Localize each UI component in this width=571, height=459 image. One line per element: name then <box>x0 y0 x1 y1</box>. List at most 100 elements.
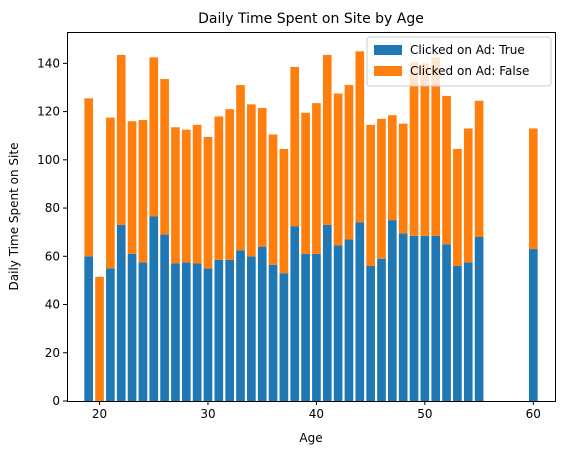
bar-true-age-60 <box>528 249 538 401</box>
bar-true-age-39 <box>301 253 310 401</box>
bar-false-age-28 <box>181 129 191 263</box>
bar-true-age-38 <box>290 226 300 401</box>
bar-true-age-50 <box>420 235 430 401</box>
bar-true-age-45 <box>366 265 375 401</box>
bar-true-age-49 <box>409 235 419 401</box>
x-tick-label: 40 <box>309 407 324 421</box>
bar-false-age-44 <box>355 51 365 223</box>
y-tick-label: 20 <box>45 346 60 360</box>
bar-true-age-41 <box>322 224 332 401</box>
bar-false-age-55 <box>474 100 484 237</box>
bar-false-age-45 <box>366 124 375 266</box>
bar-false-age-53 <box>453 148 462 266</box>
bar-false-age-27 <box>171 127 180 264</box>
bar-false-age-19 <box>84 98 94 257</box>
bar-true-age-31 <box>214 259 224 401</box>
bar-false-age-38 <box>290 66 300 227</box>
bar-false-age-39 <box>301 112 310 254</box>
bar-true-age-22 <box>116 224 126 401</box>
bar-true-age-42 <box>333 245 343 401</box>
bar-false-age-42 <box>333 93 343 246</box>
bar-false-age-32 <box>225 109 235 260</box>
bar-false-age-48 <box>398 123 408 234</box>
y-tick-label: 0 <box>52 394 60 408</box>
legend-label-clicked-false: Clicked on Ad: False <box>410 64 529 78</box>
bar-false-age-41 <box>322 54 332 225</box>
series-clicked-false-bars <box>84 51 538 401</box>
bar-false-age-52 <box>442 95 451 245</box>
y-tick-label: 60 <box>45 249 60 263</box>
bar-true-age-48 <box>398 233 408 401</box>
legend-label-clicked-true: Clicked on Ad: True <box>410 43 525 57</box>
y-tick-label: 100 <box>37 153 60 167</box>
chart-title: Daily Time Spent on Site by Age <box>198 11 424 27</box>
bar-true-age-33 <box>236 250 245 401</box>
legend-swatch-clicked-true <box>374 45 402 55</box>
bar-true-age-44 <box>355 222 365 401</box>
bar-false-age-33 <box>236 85 245 251</box>
bar-false-age-29 <box>192 124 202 264</box>
x-axis-ticks: 20 30 40 50 60 <box>92 401 541 421</box>
y-tick-label: 120 <box>37 105 60 119</box>
bar-true-age-26 <box>160 234 169 401</box>
plot-area-frame <box>67 32 556 402</box>
y-tick-label: 140 <box>37 56 60 70</box>
bar-true-age-32 <box>225 259 235 401</box>
bar-false-age-49 <box>409 62 419 236</box>
bar-false-age-37 <box>279 148 289 274</box>
bar-true-age-21 <box>106 268 115 401</box>
y-tick-label: 40 <box>45 298 60 312</box>
bar-true-age-29 <box>192 263 202 401</box>
bar-false-age-25 <box>149 57 159 217</box>
x-axis-label: Age <box>299 431 322 445</box>
bar-false-age-34 <box>247 104 256 257</box>
bar-true-age-36 <box>268 264 278 401</box>
bar-true-age-47 <box>387 220 397 401</box>
bar-false-age-22 <box>116 54 126 225</box>
bar-true-age-43 <box>344 239 354 401</box>
legend: Clicked on Ad: True Clicked on Ad: False <box>366 36 552 87</box>
bar-false-age-36 <box>268 134 278 265</box>
bar-false-age-31 <box>214 116 224 260</box>
bar-false-age-21 <box>106 117 115 269</box>
bar-true-age-34 <box>247 256 256 401</box>
bar-false-age-26 <box>160 79 169 235</box>
x-tick-label: 30 <box>200 407 215 421</box>
bar-false-age-35 <box>257 107 267 247</box>
x-tick-label: 50 <box>417 407 432 421</box>
y-axis-label: Daily Time Spent on Site <box>7 143 21 291</box>
x-tick-label: 60 <box>526 407 541 421</box>
bar-true-age-37 <box>279 273 289 401</box>
bar-true-age-53 <box>453 265 462 401</box>
bar-false-age-43 <box>344 85 354 240</box>
bar-true-age-54 <box>463 262 473 401</box>
bar-true-age-25 <box>149 216 159 401</box>
bar-false-age-51 <box>431 57 441 236</box>
bar-true-age-24 <box>138 262 148 401</box>
bar-false-age-47 <box>387 115 397 221</box>
bar-true-age-52 <box>442 244 451 401</box>
bar-true-age-40 <box>312 253 321 401</box>
bar-true-age-23 <box>127 253 137 401</box>
bar-false-age-50 <box>420 63 430 236</box>
x-tick-label: 20 <box>92 407 107 421</box>
bar-true-age-28 <box>181 262 191 401</box>
bar-false-age-30 <box>203 136 213 269</box>
bar-true-age-46 <box>377 258 386 401</box>
y-tick-label: 80 <box>45 201 60 215</box>
bar-true-age-30 <box>203 268 213 401</box>
legend-swatch-clicked-false <box>374 66 402 76</box>
bar-true-age-55 <box>474 237 484 401</box>
bar-true-age-19 <box>84 256 94 401</box>
bar-true-age-51 <box>431 235 441 401</box>
legend-box <box>366 36 552 87</box>
bar-false-age-24 <box>138 120 148 263</box>
bar-true-age-27 <box>171 263 180 401</box>
bar-false-age-46 <box>377 118 386 259</box>
bar-false-age-20 <box>95 276 104 401</box>
y-axis-ticks: 0 20 40 60 80 100 120 140 <box>37 56 67 408</box>
bar-true-age-35 <box>257 246 267 401</box>
bar-false-age-40 <box>312 103 321 254</box>
